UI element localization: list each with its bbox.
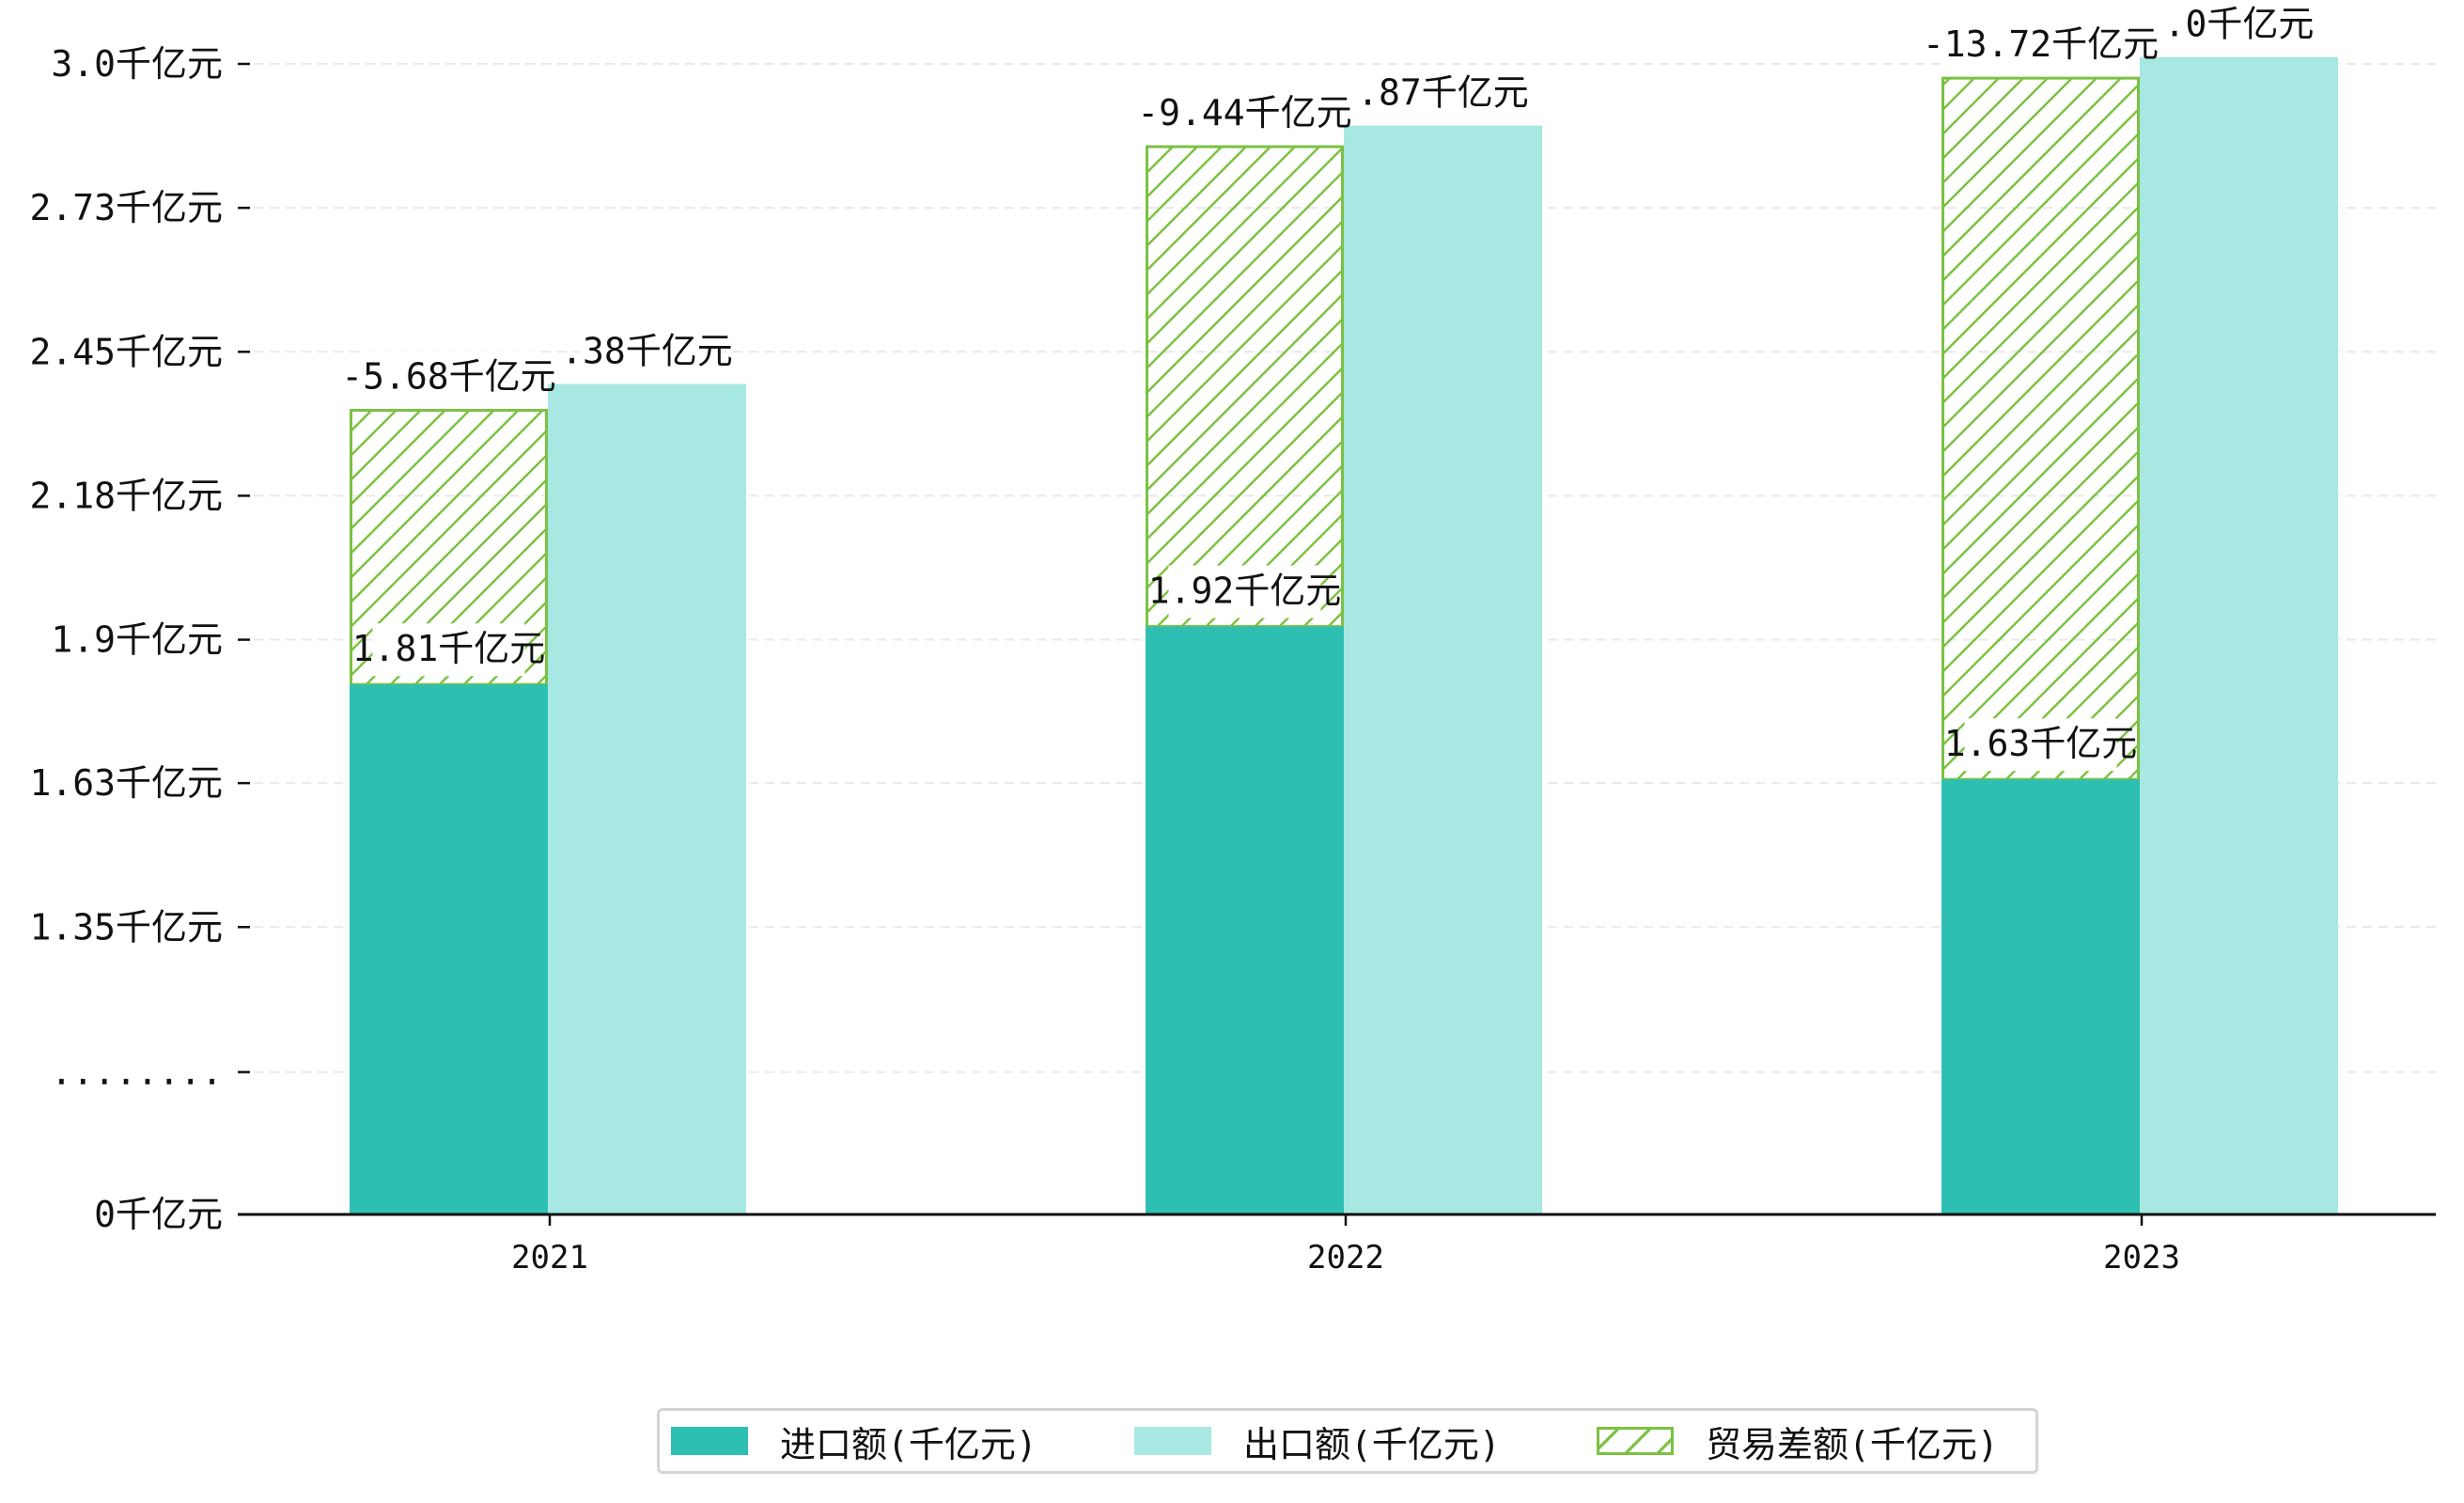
legend-item-export: 出口额(千亿元)	[1134, 1411, 1501, 1471]
bar-import	[1942, 779, 2140, 1214]
x-tick-label: 2021	[511, 1239, 588, 1276]
data-label-trade-balance-bg	[1159, 87, 1331, 141]
data-label-import-bg	[372, 623, 525, 677]
bar-export	[2140, 56, 2338, 1214]
data-label-import: 1.92千亿元	[1148, 571, 1342, 612]
data-label-trade-balance: -13.72千亿元	[1923, 23, 2159, 65]
bar-export	[548, 384, 746, 1214]
data-label-trade-balance: -5.68千亿元	[341, 356, 555, 398]
x-tick-label: 2022	[1307, 1239, 1384, 1276]
legend-label-export: 出口额(千亿元)	[1243, 1423, 1501, 1465]
data-label-export: .87千亿元	[1357, 72, 1529, 114]
bar-import	[350, 684, 548, 1214]
legend: 进口额(千亿元) 出口额(千亿元) 贸易差额(千亿元)	[657, 1408, 2038, 1474]
data-label-import-bg	[1168, 565, 1321, 618]
data-label-export-bg	[2181, 0, 2297, 52]
bar-trade-balance	[1942, 76, 2140, 781]
y-tick-label: 2.73千亿元	[29, 187, 223, 228]
data-label-export: .0千亿元	[2164, 4, 2315, 45]
data-labels: 1.81千亿元 .38千亿元-5.68千亿元 1.92千亿元 .87千亿元-9.44千…	[341, 0, 2315, 772]
x-tick-label: 2023	[2103, 1239, 2180, 1276]
x-axis: 2021 2022 2023	[238, 1213, 2436, 1276]
data-label-export-bg	[1376, 67, 1510, 120]
legend-swatch-export	[1134, 1427, 1211, 1455]
y-tick-label: 2.18千亿元	[29, 475, 223, 516]
bar-export	[1344, 125, 1542, 1214]
legend-label-import: 进口额(千亿元)	[780, 1423, 1037, 1465]
legend-label-trade-balance: 贸易差额(千亿元)	[1706, 1423, 1999, 1465]
data-label-trade-balance: -9.44千亿元	[1137, 92, 1351, 133]
legend-swatch-trade-balance	[1597, 1427, 1674, 1455]
data-label-trade-balance-bg	[363, 351, 535, 404]
y-tick-label: 1.35千亿元	[29, 906, 223, 947]
y-tick-label: 3.0千亿元	[51, 43, 223, 85]
y-tick-label: 0千亿元	[94, 1194, 223, 1235]
bar-trade-balance	[1146, 145, 1344, 629]
data-label-import: 1.81千亿元	[352, 628, 546, 669]
data-label-trade-balance-bg	[1945, 19, 2136, 72]
bar-import	[1146, 626, 1344, 1214]
y-tick-label: 1.9千亿元	[51, 619, 223, 661]
y-tick-label: 1.63千亿元	[29, 762, 223, 804]
y-tick-label: 2.45千亿元	[29, 331, 223, 372]
legend-item-import: 进口额(千亿元)	[671, 1411, 1037, 1471]
data-label-export-bg	[580, 325, 714, 379]
data-label-export: .38千亿元	[561, 330, 733, 371]
y-axis: 0千亿元........ 1.35千亿元 1.63千亿元 1.9千亿元 2.18千亿元 2…	[29, 43, 250, 1235]
y-tick-label: ........	[51, 1052, 223, 1093]
legend-item-trade-balance: 贸易差额(千亿元)	[1597, 1411, 1999, 1471]
data-label-import-bg	[1964, 718, 2117, 772]
data-label-import: 1.63千亿元	[1944, 723, 2138, 764]
legend-swatch-import	[671, 1427, 748, 1455]
bars	[350, 56, 2338, 1214]
